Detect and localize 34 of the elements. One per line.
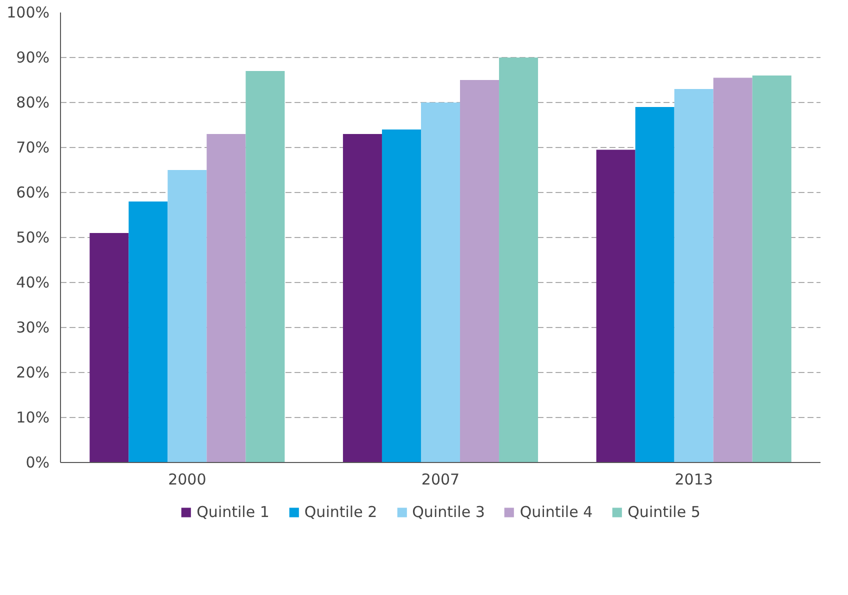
y-tick-label: 40% — [16, 274, 50, 292]
y-tick-label: 20% — [16, 364, 50, 382]
bar — [674, 89, 714, 462]
y-tick-label: 100% — [6, 4, 50, 22]
legend-label: Quintile 1 — [196, 503, 270, 521]
y-tick-label: 90% — [16, 48, 50, 66]
y-tick-label: 70% — [16, 138, 50, 156]
legend-label: Quintile 3 — [412, 503, 485, 521]
legend-label: Quintile 5 — [628, 503, 700, 521]
bar — [596, 150, 636, 462]
y-tick-label: 10% — [16, 408, 50, 426]
legend-label: Quintile 2 — [304, 503, 378, 521]
x-tick-label: 2000 — [168, 470, 206, 488]
bar — [382, 130, 421, 462]
y-tick-label: 80% — [16, 94, 50, 112]
y-tick-label: 30% — [16, 318, 50, 336]
y-tick-label: 0% — [26, 454, 50, 472]
y-tick-label: 60% — [16, 184, 50, 202]
bar — [128, 202, 168, 462]
bar — [420, 102, 460, 462]
x-tick-label: 2013 — [674, 470, 713, 488]
bar — [246, 71, 285, 462]
bar — [168, 170, 207, 462]
bar — [752, 76, 792, 462]
bar — [635, 107, 674, 462]
bar — [342, 134, 382, 462]
bar — [90, 233, 129, 462]
bar — [713, 78, 752, 462]
bar — [499, 58, 538, 462]
y-tick-label: 50% — [16, 228, 50, 246]
bar — [460, 80, 500, 462]
x-tick-label: 2007 — [421, 470, 460, 488]
bar — [206, 134, 246, 462]
legend-label: Quintile 4 — [520, 503, 593, 521]
